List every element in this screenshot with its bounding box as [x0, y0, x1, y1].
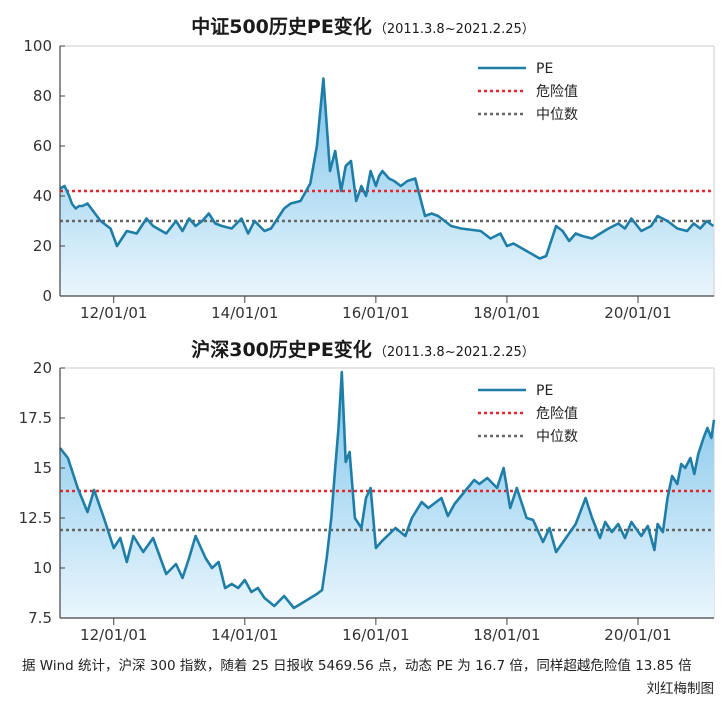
y-tick-label: 20 [33, 237, 52, 255]
chart-title-csi300: 沪深300历史PE变化 （2011.3.8~2021.2.25） [0, 335, 726, 362]
y-tick-label: 60 [33, 137, 52, 155]
chart-title-csi500: 中证500历史PE变化 （2011.3.8~2021.2.25） [0, 12, 726, 39]
y-tick-label: 20 [33, 362, 52, 377]
legend-median: 中位数 [478, 429, 578, 445]
legend-median: 中位数 [478, 107, 578, 123]
y-tick-label: 15 [33, 459, 52, 477]
pe-chart-csi300: 7.5 10 12.5 15 17.5 20 12/01/01 14/01/01 16/01/0… [19, 362, 716, 644]
x-tick-label: 20/01/01 [604, 304, 671, 322]
y-tick-label: 40 [33, 187, 52, 205]
figure-credit: 刘红梅制图 [646, 681, 715, 697]
pe-area [60, 372, 714, 618]
chart-title-text: 中证500历史PE变化 [191, 16, 372, 38]
y-tick-label: 12.5 [19, 509, 52, 527]
x-tick-label: 12/01/01 [80, 304, 147, 322]
x-tick-label: 18/01/01 [473, 626, 540, 644]
x-tick-label: 16/01/01 [342, 304, 409, 322]
legend-pe: PE [478, 61, 553, 77]
chart-date-range: （2011.3.8~2021.2.25） [373, 345, 535, 360]
x-tick-label: 14/01/01 [211, 304, 278, 322]
figure-caption: 据 Wind 统计，沪深 300 指数，随着 25 日报收 5469.56 点，… [22, 658, 692, 674]
pe-series-line [58, 370, 716, 610]
x-tick-label: 20/01/01 [604, 626, 671, 644]
y-tick-label: 17.5 [19, 409, 52, 427]
y-tick-label: 100 [23, 40, 52, 55]
x-tick-label: 16/01/01 [342, 626, 409, 644]
pe-chart-csi500: 0 20 40 60 80 100 12/01/01 14/01/01 16/01/01 18/0… [23, 40, 715, 322]
chart-title-text: 沪深300历史PE变化 [191, 339, 372, 361]
y-tick-label: 7.5 [28, 609, 52, 627]
legend-pe-label: PE [536, 61, 553, 77]
chart-date-range: （2011.3.8~2021.2.25） [373, 22, 535, 37]
legend-danger: 危险值 [478, 84, 578, 100]
x-tick-label: 14/01/01 [211, 626, 278, 644]
pe-area [60, 78, 714, 296]
legend-danger-label: 危险值 [536, 84, 578, 100]
x-tick-label: 12/01/01 [80, 626, 147, 644]
legend-pe: PE [478, 383, 553, 399]
legend-danger: 危险值 [478, 406, 578, 422]
y-tick-label: 80 [33, 87, 52, 105]
legend-median-label: 中位数 [536, 429, 578, 445]
y-tick-label: 10 [33, 559, 52, 577]
legend-pe-label: PE [536, 383, 553, 399]
y-tick-label: 0 [42, 287, 52, 305]
pe-series-line [59, 77, 715, 260]
legend-danger-label: 危险值 [536, 406, 578, 422]
legend-median-label: 中位数 [536, 107, 578, 123]
x-tick-label: 18/01/01 [473, 304, 540, 322]
